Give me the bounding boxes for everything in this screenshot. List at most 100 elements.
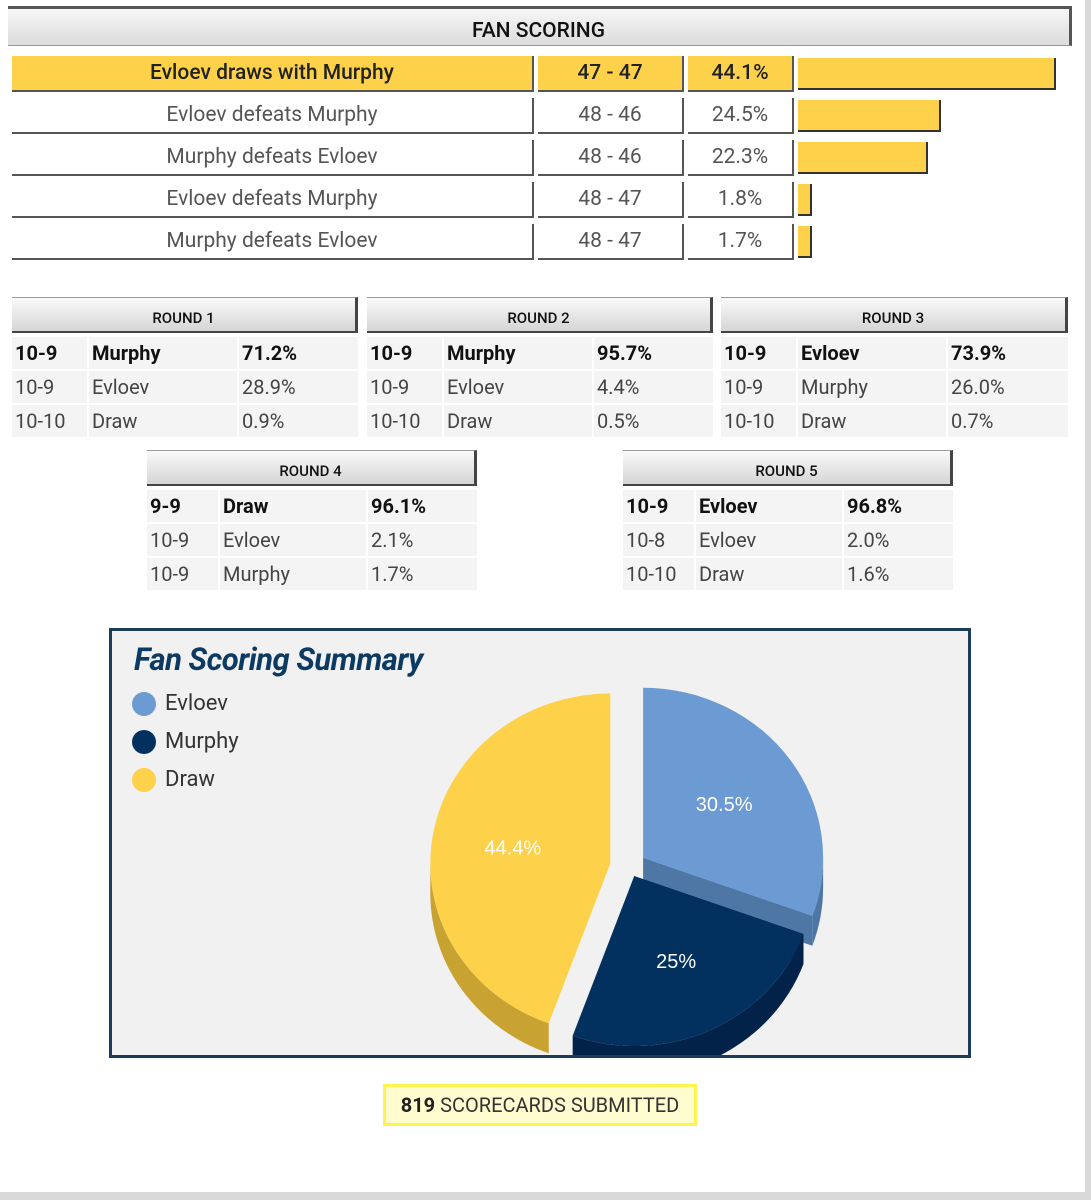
outcome-label: Evloev draws with Murphy bbox=[12, 56, 534, 92]
outcome-bar bbox=[798, 58, 1056, 90]
round-1-table: ROUND 1 10-9 Murphy 71.2% 10-9 Evloev 28.9% 10-… bbox=[12, 297, 358, 437]
round-percent: 28.9% bbox=[239, 371, 358, 403]
outcome-label: Evloev defeats Murphy bbox=[12, 98, 534, 134]
outcome-bar-track bbox=[798, 224, 1070, 260]
round-row: 10-9 Murphy 71.2% bbox=[12, 337, 358, 369]
round-fighter: Evloev bbox=[220, 524, 366, 556]
round-percent: 1.6% bbox=[844, 558, 953, 590]
header-title: FAN SCORING bbox=[471, 19, 606, 43]
round-fighter: Murphy bbox=[444, 337, 592, 369]
outcome-score: 48 - 46 bbox=[538, 98, 684, 134]
outcome-label: Evloev defeats Murphy bbox=[12, 182, 534, 218]
outcome-percent: 24.5% bbox=[688, 98, 794, 134]
outcome-score: 48 - 46 bbox=[538, 140, 684, 176]
round-row: 10-9 Evloev 2.1% bbox=[147, 524, 477, 556]
legend-swatch-murphy bbox=[132, 730, 156, 754]
outcome-percent: 1.8% bbox=[688, 182, 794, 218]
scorecard-label: SCORECARDS SUBMITTED bbox=[440, 1093, 680, 1117]
round-fighter: Murphy bbox=[220, 558, 366, 590]
legend-label-draw: Draw bbox=[165, 767, 215, 792]
round-fighter: Evloev bbox=[696, 524, 842, 556]
outcome-bar bbox=[798, 142, 929, 174]
round-score: 10-9 bbox=[721, 371, 796, 403]
round-percent: 95.7% bbox=[594, 337, 713, 369]
round-score: 10-9 bbox=[721, 337, 796, 369]
outcome-bar bbox=[798, 184, 812, 216]
outcome-percent: 22.3% bbox=[688, 140, 794, 176]
pie-slice-side-murphy bbox=[572, 933, 804, 1055]
outcome-bar-track bbox=[798, 182, 1070, 218]
round-percent: 73.9% bbox=[948, 337, 1068, 369]
pie-label-evloev: 30.5% bbox=[696, 794, 753, 816]
round-fighter: Draw bbox=[696, 558, 842, 590]
round-title: ROUND 5 bbox=[623, 450, 953, 486]
round-score: 10-8 bbox=[623, 524, 694, 556]
round-row: 10-9 Evloev 96.8% bbox=[623, 490, 953, 522]
round-score: 10-9 bbox=[12, 371, 87, 403]
round-score: 10-9 bbox=[623, 490, 694, 522]
round-percent: 0.5% bbox=[594, 405, 713, 437]
round-score: 10-10 bbox=[623, 558, 694, 590]
round-percent: 0.7% bbox=[948, 405, 1068, 437]
round-fighter: Draw bbox=[89, 405, 237, 437]
round-score: 10-9 bbox=[12, 337, 87, 369]
round-score: 9-9 bbox=[147, 490, 218, 522]
bottom-divider bbox=[0, 1192, 1091, 1200]
round-percent: 96.1% bbox=[368, 490, 477, 522]
round-title: ROUND 2 bbox=[367, 297, 713, 333]
outcome-bar-track bbox=[798, 140, 1070, 176]
round-row: 10-10 Draw 1.6% bbox=[623, 558, 953, 590]
pie-slice-draw bbox=[430, 693, 611, 1024]
round-fighter: Draw bbox=[220, 490, 366, 522]
fan-scoring-summary-panel: Fan Scoring Summary Evloev Murphy Draw 3… bbox=[109, 628, 971, 1058]
round-fighter: Draw bbox=[798, 405, 946, 437]
round-score: 10-9 bbox=[367, 337, 442, 369]
outcome-bar-track bbox=[798, 98, 1070, 134]
round-title: ROUND 3 bbox=[721, 297, 1068, 333]
round-row: 10-10 Draw 0.7% bbox=[721, 405, 1068, 437]
round-row: 10-9 Evloev 4.4% bbox=[367, 371, 713, 403]
outcome-score: 47 - 47 bbox=[538, 56, 684, 92]
legend-swatch-evloev bbox=[132, 692, 156, 716]
round-percent: 2.0% bbox=[844, 524, 953, 556]
round-score: 10-9 bbox=[147, 558, 218, 590]
round-4-table: ROUND 4 9-9 Draw 96.1% 10-9 Evloev 2.1% 10-9 Mur… bbox=[147, 450, 477, 590]
pie-label-draw: 44.4% bbox=[484, 837, 541, 859]
summary-title: Fan Scoring Summary bbox=[134, 641, 423, 678]
round-fighter: Evloev bbox=[89, 371, 237, 403]
outcome-bar bbox=[798, 226, 812, 258]
outcome-label: Murphy defeats Evloev bbox=[12, 224, 534, 260]
scorecards-submitted-badge: 819 SCORECARDS SUBMITTED bbox=[383, 1084, 697, 1126]
round-title: ROUND 1 bbox=[12, 297, 358, 333]
round-score: 10-9 bbox=[367, 371, 442, 403]
round-percent: 96.8% bbox=[844, 490, 953, 522]
pie-slice-evloev bbox=[643, 687, 824, 916]
round-title: ROUND 4 bbox=[147, 450, 477, 486]
round-row: 10-9 Evloev 73.9% bbox=[721, 337, 1068, 369]
round-fighter: Evloev bbox=[444, 371, 592, 403]
round-percent: 71.2% bbox=[239, 337, 358, 369]
round-row: 10-8 Evloev 2.0% bbox=[623, 524, 953, 556]
round-row: 10-9 Murphy 95.7% bbox=[367, 337, 713, 369]
round-row: 10-10 Draw 0.9% bbox=[12, 405, 358, 437]
round-percent: 1.7% bbox=[368, 558, 477, 590]
pie-chart: 30.5% 25% 44.4% bbox=[430, 687, 824, 1055]
round-percent: 4.4% bbox=[594, 371, 713, 403]
round-fighter: Evloev bbox=[696, 490, 842, 522]
outcome-bar bbox=[798, 100, 942, 132]
round-score: 10-10 bbox=[12, 405, 87, 437]
legend-label-evloev: Evloev bbox=[165, 691, 228, 716]
round-score: 10-10 bbox=[367, 405, 442, 437]
fan-scoring-header: FAN SCORING bbox=[8, 6, 1072, 46]
outcome-score: 48 - 47 bbox=[538, 182, 684, 218]
round-3-table: ROUND 3 10-9 Evloev 73.9% 10-9 Murphy 26.0% 10-… bbox=[721, 297, 1068, 437]
pie-label-murphy: 25% bbox=[656, 951, 696, 973]
round-fighter: Evloev bbox=[798, 337, 946, 369]
round-score: 10-9 bbox=[147, 524, 218, 556]
pie-slice-side-evloev bbox=[812, 857, 824, 946]
outcome-label: Murphy defeats Evloev bbox=[12, 140, 534, 176]
round-score: 10-10 bbox=[721, 405, 796, 437]
legend-label-murphy: Murphy bbox=[165, 729, 239, 754]
round-5-table: ROUND 5 10-9 Evloev 96.8% 10-8 Evloev 2.0% 10-1… bbox=[623, 450, 953, 590]
